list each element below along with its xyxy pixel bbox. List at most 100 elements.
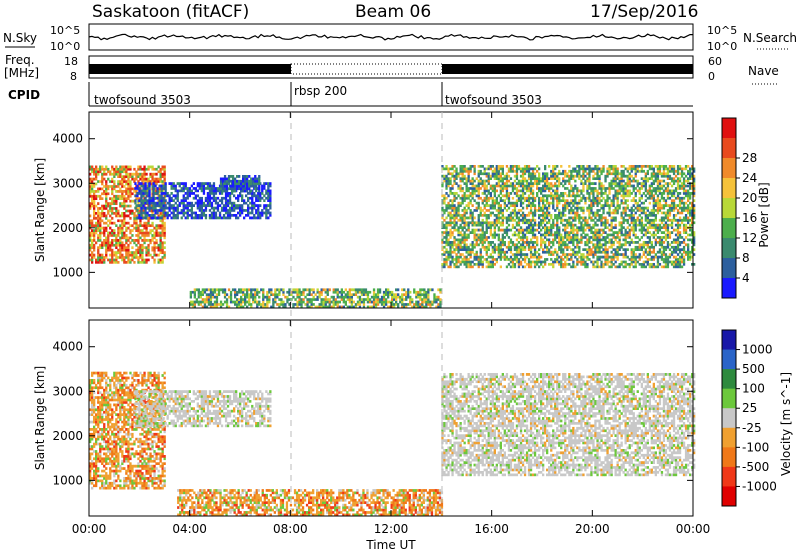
heatmap-cell: [525, 226, 529, 229]
heatmap-cell: [467, 174, 470, 178]
heatmap-cell: [576, 258, 579, 261]
heatmap-cell: [513, 179, 517, 183]
heatmap-cell: [618, 265, 621, 269]
heatmap-cell: [606, 218, 609, 222]
heatmap-cell: [469, 179, 472, 183]
heatmap-cell: [95, 231, 98, 235]
heatmap-cell: [152, 187, 155, 190]
heatmap-cell: [656, 255, 660, 259]
heatmap-cell: [531, 233, 535, 237]
heatmap-cell: [554, 250, 557, 254]
heatmap-cell: [129, 258, 132, 262]
heatmap-cell: [467, 167, 470, 171]
heatmap-cell: [600, 265, 603, 269]
heatmap-cell: [180, 189, 183, 193]
heatmap-cell: [91, 251, 94, 254]
heatmap-cell: [267, 184, 270, 188]
heatmap-cell: [220, 209, 224, 212]
heatmap-cell: [542, 179, 545, 183]
heatmap-cell: [608, 172, 611, 176]
heatmap-cell: [608, 245, 611, 249]
heatmap-cell: [546, 221, 549, 225]
heatmap-cell: [459, 196, 462, 200]
heatmap-cell: [269, 196, 272, 200]
heatmap-cell: [451, 243, 454, 247]
heatmap-cell: [507, 243, 511, 247]
heatmap-cell: [499, 172, 502, 176]
heatmap-cell: [676, 245, 680, 249]
heatmap-cell: [632, 248, 635, 251]
heatmap-cell: [125, 190, 128, 193]
heatmap-cell: [544, 199, 547, 202]
heatmap-cell: [152, 189, 155, 193]
heatmap-cell: [656, 206, 660, 210]
heatmap-cell: [620, 211, 623, 215]
heatmap-cell: [584, 169, 587, 173]
heatmap-cell: [576, 216, 579, 220]
heatmap-cell: [646, 206, 649, 210]
heatmap-cell: [646, 253, 649, 256]
heatmap-cell: [626, 233, 629, 237]
heatmap-cell: [105, 243, 108, 247]
heatmap-cell: [610, 238, 613, 242]
heatmap-cell: [153, 243, 156, 247]
heatmap-cell: [560, 260, 563, 264]
heatmap-cell: [219, 189, 223, 193]
heatmap-cell: [570, 187, 573, 190]
heatmap-cell: [517, 196, 521, 200]
heatmap-cell: [443, 258, 446, 261]
heatmap-cell: [162, 211, 165, 215]
heatmap-cell: [133, 261, 136, 264]
heatmap-cell: [463, 231, 466, 234]
heatmap-cell: [485, 201, 488, 205]
heatmap-cell: [542, 189, 545, 193]
heatmap-cell: [588, 165, 591, 168]
heatmap-cell: [527, 211, 531, 215]
heatmap-cell: [610, 233, 613, 237]
heatmap-cell: [89, 207, 92, 210]
heatmap-cell: [536, 184, 539, 188]
heatmap-cell: [592, 253, 595, 256]
heatmap-cell: [628, 216, 631, 220]
heatmap-cell: [656, 228, 660, 232]
heatmap-cell: [614, 167, 617, 171]
heatmap-cell: [469, 263, 472, 266]
heatmap-cell: [453, 221, 456, 225]
heatmap-cell: [101, 246, 104, 249]
heatmap-cell: [455, 182, 458, 185]
heatmap-cell: [491, 245, 494, 249]
heatmap-cell: [242, 189, 245, 193]
heatmap-cell: [519, 260, 523, 264]
heatmap-cell: [548, 218, 551, 222]
heatmap-cell: [449, 211, 452, 215]
heatmap-cell: [574, 265, 577, 269]
heatmap-cell: [529, 250, 533, 254]
heatmap-cell: [578, 167, 581, 171]
heatmap-cell: [129, 212, 132, 215]
heatmap-cell: [598, 228, 601, 232]
heatmap-cell: [590, 187, 593, 190]
heatmap-cell: [556, 174, 559, 178]
heatmap-cell: [256, 187, 259, 191]
heatmap-cell: [89, 190, 92, 193]
heatmap-cell: [678, 184, 682, 188]
heatmap-cell: [162, 204, 165, 207]
heatmap-cell: [616, 172, 619, 176]
heatmap-cell: [483, 245, 486, 249]
heatmap-cell: [546, 194, 549, 198]
heatmap-cell: [473, 263, 476, 266]
heatmap-cell: [515, 167, 519, 171]
heatmap-cell: [578, 238, 581, 242]
heatmap-cell: [469, 167, 472, 171]
heatmap-cell: [503, 231, 506, 234]
heatmap-cell: [570, 174, 573, 178]
heatmap-cell: [265, 216, 268, 220]
heatmap-cell: [214, 211, 218, 215]
heatmap-cell: [196, 182, 199, 185]
heatmap-cell: [676, 179, 680, 183]
heatmap-cell: [479, 211, 482, 215]
heatmap-cell: [469, 250, 472, 254]
heatmap-cell: [223, 189, 227, 193]
heatmap-cell: [485, 245, 488, 249]
heatmap-cell: [261, 209, 264, 212]
